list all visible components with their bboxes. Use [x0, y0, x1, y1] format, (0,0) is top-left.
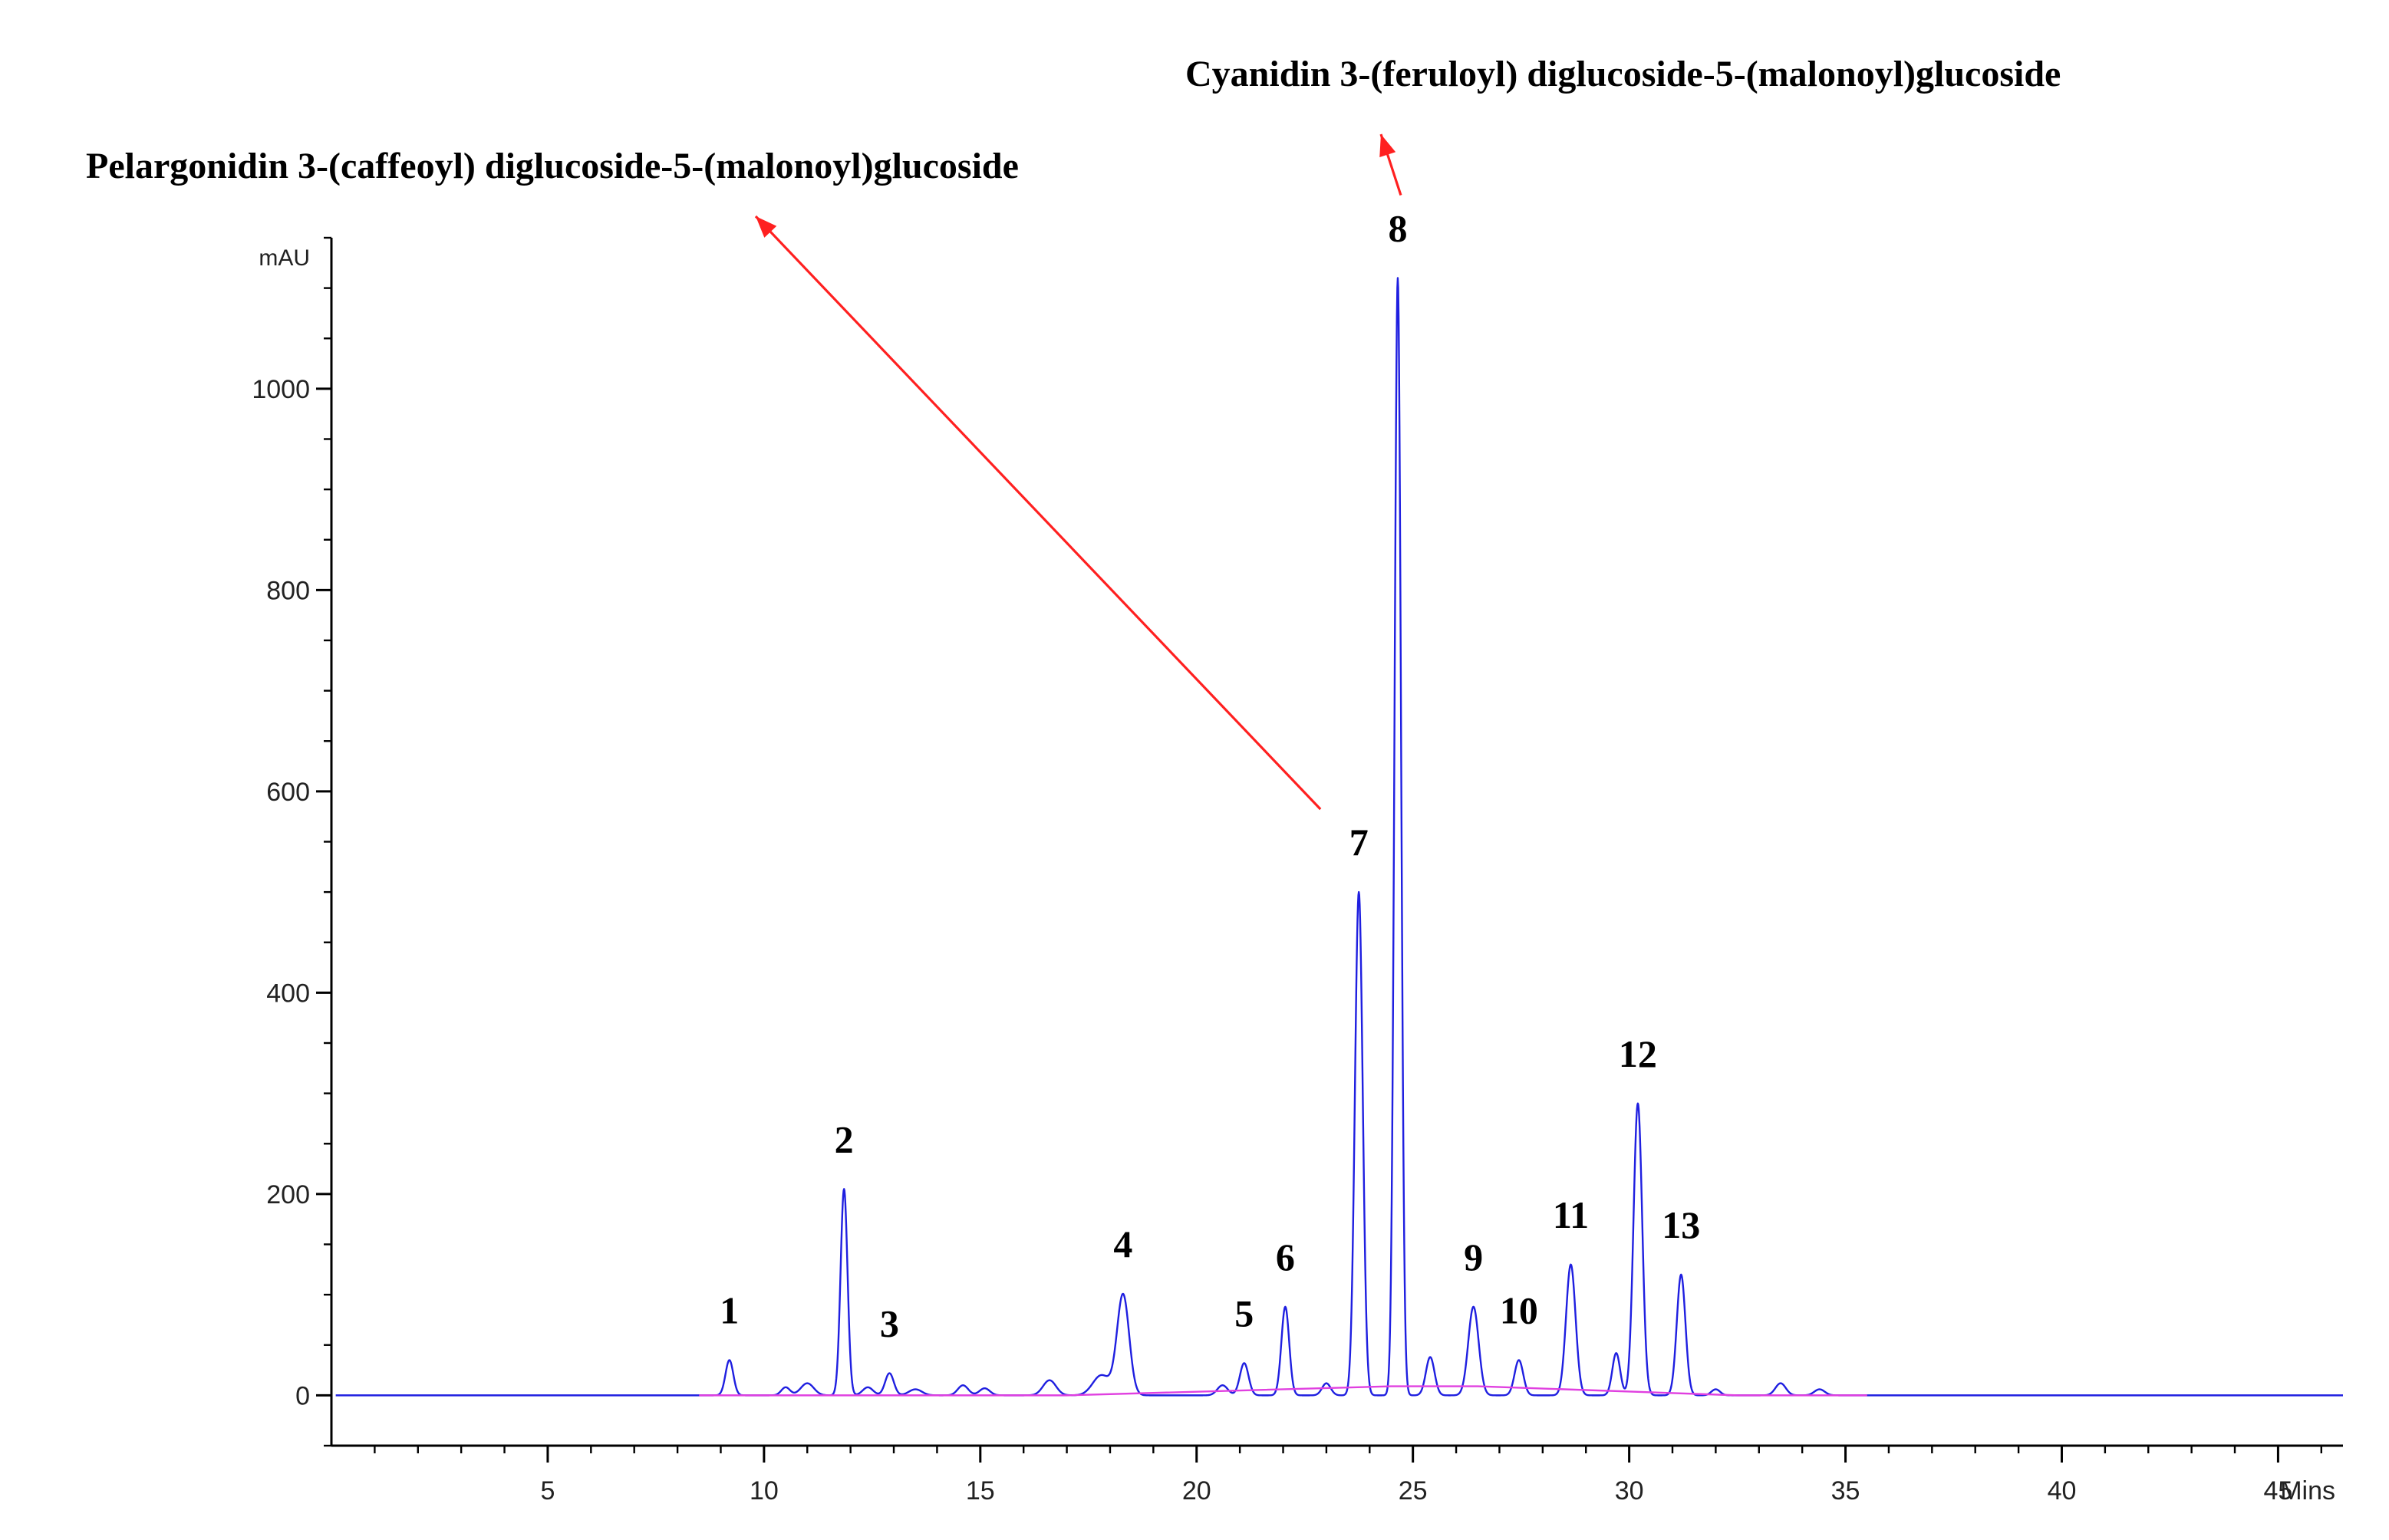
annotation-arrowhead-8	[1379, 134, 1396, 158]
annotation-label-8: Cyanidin 3-(feruloyl) diglucoside-5-(mal…	[1185, 54, 2061, 94]
peak-label-3: 3	[880, 1301, 899, 1344]
y-tick-label: 0	[295, 1381, 310, 1410]
peak-label-9: 9	[1464, 1236, 1483, 1278]
x-tick-label: 25	[1399, 1476, 1428, 1505]
peak-label-4: 4	[1113, 1222, 1132, 1265]
annotations: Pelargonidin 3-(caffeoyl) diglucoside-5-…	[86, 54, 2061, 811]
peak-label-8: 8	[1388, 207, 1407, 250]
traces	[335, 277, 2344, 1397]
x-tick-label: 35	[1831, 1476, 1860, 1505]
annotation-arrow-7	[754, 215, 1322, 811]
peak-label-13: 13	[1662, 1203, 1700, 1246]
peak-label-7: 7	[1349, 821, 1369, 864]
peak-label-12: 12	[1619, 1032, 1657, 1075]
peak-label-1: 1	[720, 1288, 739, 1331]
x-tick-label: 5	[540, 1476, 555, 1505]
x-tick-label: 15	[966, 1476, 995, 1505]
peak-label-2: 2	[835, 1117, 854, 1160]
peak-label-6: 6	[1276, 1236, 1295, 1278]
y-axis-label: mAU	[259, 245, 310, 271]
y-tick-label: 200	[266, 1180, 310, 1209]
peak-label-5: 5	[1234, 1292, 1254, 1334]
y-tick-label: 1000	[252, 375, 310, 404]
annotation-label-7: Pelargonidin 3-(caffeoyl) diglucoside-5-…	[86, 146, 1019, 186]
x-tick-label: 45	[2264, 1476, 2293, 1505]
peak-label-11: 11	[1553, 1193, 1589, 1236]
y-tick-label: 800	[266, 576, 310, 605]
x-axis-label: Mins	[2280, 1476, 2335, 1505]
annotation-arrowhead-7	[756, 216, 777, 238]
y-tick-label: 400	[266, 979, 310, 1008]
x-tick-label: 10	[750, 1476, 779, 1505]
x-tick-label: 40	[2048, 1476, 2077, 1505]
baseline-trace	[699, 1385, 1867, 1397]
x-tick-label: 30	[1615, 1476, 1644, 1505]
y-tick-label: 600	[266, 778, 310, 807]
x-tick-label: 20	[1182, 1476, 1211, 1505]
peak-label-10: 10	[1500, 1288, 1538, 1331]
chromatogram-trace	[335, 277, 2344, 1397]
